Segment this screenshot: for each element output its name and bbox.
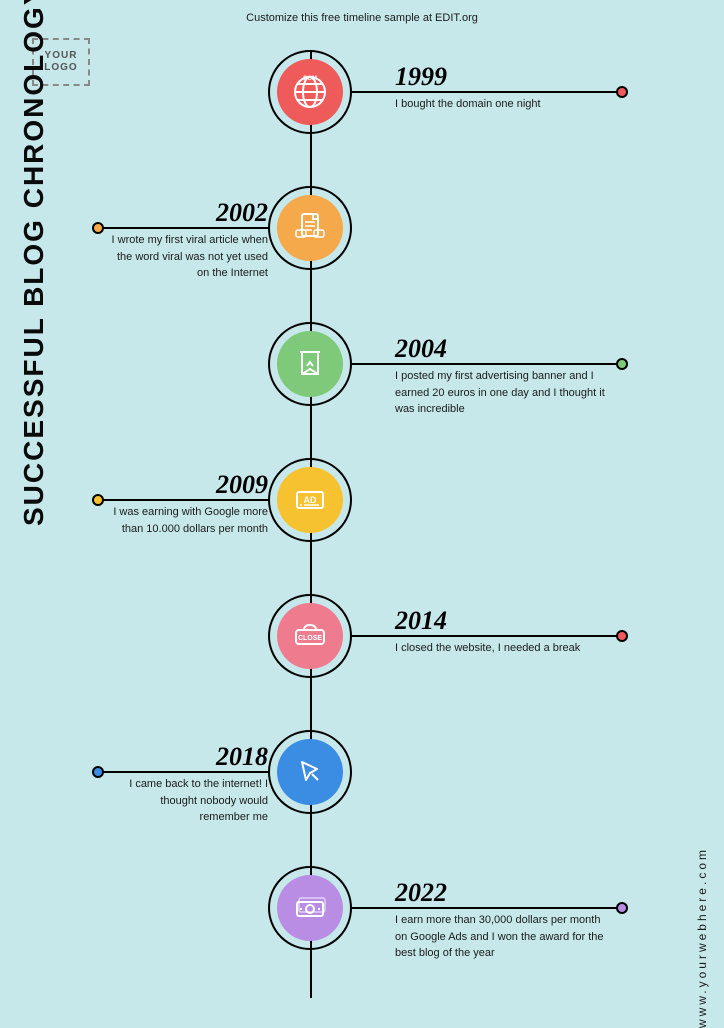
node-circle-outer bbox=[268, 458, 352, 542]
node-circle-outer bbox=[268, 730, 352, 814]
entry-desc: I earn more than 30,000 dollars per mont… bbox=[395, 912, 605, 962]
page-title: SUCCESSFUL BLOG CHRONOLOGY bbox=[18, 0, 50, 526]
branch-end-dot bbox=[616, 630, 628, 642]
top-caption: Customize this free timeline sample at E… bbox=[246, 12, 478, 24]
node-circle-outer bbox=[268, 322, 352, 406]
entry-desc: I was earning with Google more than 10.0… bbox=[108, 504, 268, 537]
node-circle-inner bbox=[277, 195, 343, 261]
node-circle-inner bbox=[277, 467, 343, 533]
branch-end-dot bbox=[616, 902, 628, 914]
timeline-entry: 2002 I wrote my first viral article when … bbox=[108, 198, 268, 282]
timeline-entry: 2022 I earn more than 30,000 dollars per … bbox=[395, 878, 605, 962]
entry-year: 2009 bbox=[108, 470, 268, 500]
branch-end-dot bbox=[92, 494, 104, 506]
branch-end-dot bbox=[616, 358, 628, 370]
node-circle-inner bbox=[277, 59, 343, 125]
timeline-entry: 2004 I posted my first advertising banner… bbox=[395, 334, 605, 418]
timeline-node bbox=[268, 186, 352, 270]
entry-desc: I bought the domain one night bbox=[395, 96, 605, 113]
timeline-entry: 2014 I closed the website, I needed a bre… bbox=[395, 606, 605, 657]
close-icon bbox=[290, 616, 330, 656]
ad-icon bbox=[290, 480, 330, 520]
globe-icon bbox=[290, 72, 330, 112]
timeline-entry: 2018 I came back to the internet! I thoug… bbox=[108, 742, 268, 826]
timeline-node bbox=[268, 730, 352, 814]
timeline-node bbox=[268, 866, 352, 950]
node-circle-outer bbox=[268, 866, 352, 950]
entry-desc: I posted my first advertising banner and… bbox=[395, 368, 605, 418]
banner-icon bbox=[290, 344, 330, 384]
timeline-entry: 2009 I was earning with Google more than … bbox=[108, 470, 268, 537]
entry-year: 2014 bbox=[395, 606, 605, 636]
entry-desc: I closed the website, I needed a break bbox=[395, 640, 605, 657]
cursor-icon bbox=[290, 752, 330, 792]
branch-end-dot bbox=[616, 86, 628, 98]
entry-desc: I wrote my first viral article when the … bbox=[108, 232, 268, 282]
doc-icon bbox=[290, 208, 330, 248]
node-circle-inner bbox=[277, 739, 343, 805]
node-circle-inner bbox=[277, 603, 343, 669]
footer-url: www.yourwebhere.com bbox=[695, 847, 709, 1028]
timeline-entry: 1999 I bought the domain one night bbox=[395, 62, 605, 113]
entry-year: 2002 bbox=[108, 198, 268, 228]
entry-year: 1999 bbox=[395, 62, 605, 92]
node-circle-inner bbox=[277, 875, 343, 941]
entry-desc: I came back to the internet! I thought n… bbox=[108, 776, 268, 826]
branch-end-dot bbox=[92, 222, 104, 234]
timeline-node bbox=[268, 50, 352, 134]
branch-end-dot bbox=[92, 766, 104, 778]
entry-year: 2004 bbox=[395, 334, 605, 364]
node-circle-outer bbox=[268, 50, 352, 134]
node-circle-outer bbox=[268, 186, 352, 270]
entry-year: 2022 bbox=[395, 878, 605, 908]
node-circle-outer bbox=[268, 594, 352, 678]
node-circle-inner bbox=[277, 331, 343, 397]
timeline-node bbox=[268, 322, 352, 406]
money-icon bbox=[290, 888, 330, 928]
entry-year: 2018 bbox=[108, 742, 268, 772]
timeline-node bbox=[268, 594, 352, 678]
timeline-node bbox=[268, 458, 352, 542]
